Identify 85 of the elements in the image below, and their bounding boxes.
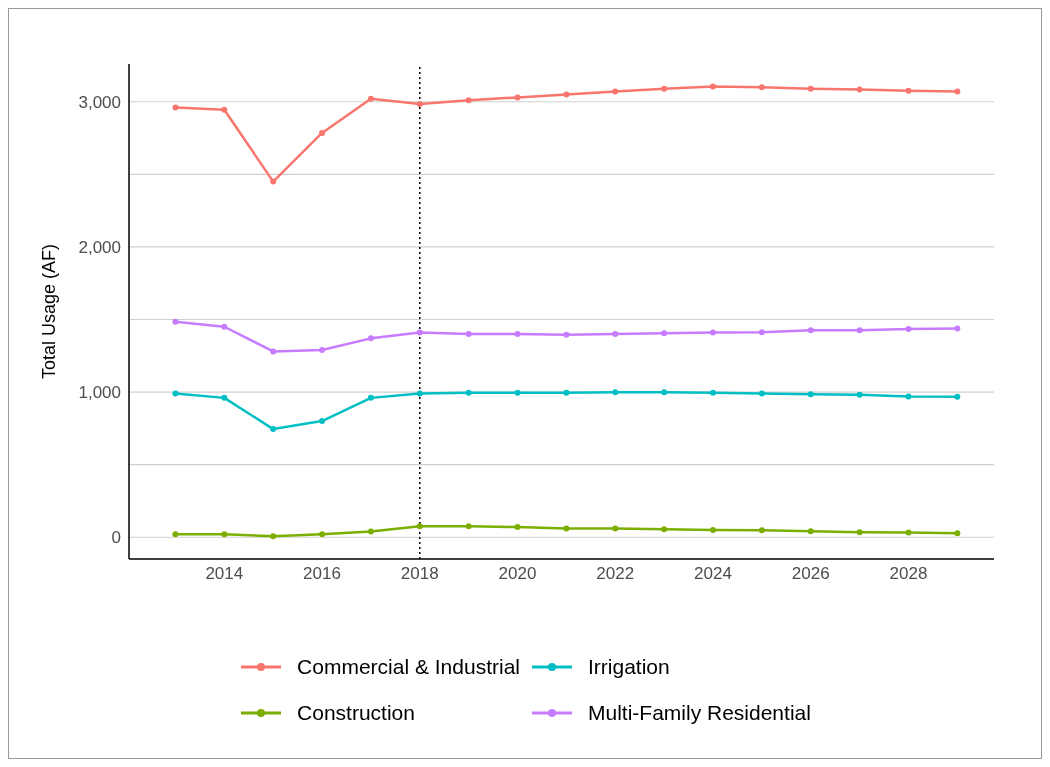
point: [954, 393, 961, 400]
point: [710, 329, 716, 336]
point: [172, 390, 179, 397]
point: [172, 531, 179, 538]
point: [905, 393, 912, 400]
point: [661, 526, 668, 533]
point: [905, 87, 912, 94]
point: [514, 94, 521, 101]
point: [270, 426, 277, 433]
point: [514, 389, 521, 396]
point: [710, 526, 716, 533]
point: [954, 325, 961, 332]
x-tick-label: 2028: [889, 564, 928, 584]
legend-label: Construction: [297, 701, 415, 725]
x-tick-label: 2022: [596, 564, 635, 584]
point: [172, 318, 179, 325]
x-tick-label: 2026: [791, 564, 830, 584]
point: [612, 88, 619, 95]
point: [807, 85, 814, 92]
point: [319, 418, 326, 425]
point: [221, 531, 228, 538]
point: [319, 129, 326, 136]
legend-label: Commercial & Industrial: [297, 655, 520, 679]
x-tick-label: 2014: [205, 564, 244, 584]
point: [465, 331, 472, 337]
point: [661, 330, 668, 337]
point: [416, 390, 423, 397]
legend-label: Irrigation: [588, 655, 670, 679]
point: [856, 529, 863, 536]
point: [661, 85, 668, 92]
point: [319, 346, 326, 353]
point: [367, 394, 374, 401]
x-tick-label: 2024: [694, 564, 732, 584]
point: [807, 391, 814, 398]
point: [270, 348, 277, 355]
y-tick-label: 2,000: [78, 237, 121, 257]
y-tick-label: 1,000: [78, 383, 121, 403]
point: [563, 331, 570, 338]
point: [905, 529, 912, 536]
point: [563, 389, 570, 396]
point: [416, 329, 423, 336]
point: [221, 323, 228, 330]
point: [465, 523, 472, 530]
point: [319, 531, 326, 538]
point: [367, 95, 374, 102]
point: [758, 390, 765, 397]
point: [172, 104, 179, 111]
point: [563, 525, 570, 532]
point: [856, 86, 863, 93]
y-axis-title: Total Usage (AF): [39, 243, 60, 380]
point: [954, 88, 961, 95]
y-tick-label: 0: [111, 528, 121, 548]
x-tick-label: 2016: [303, 564, 341, 584]
point: [710, 389, 716, 396]
point: [221, 106, 228, 113]
point: [758, 527, 765, 534]
point: [856, 327, 863, 334]
point: [367, 335, 374, 342]
point: [514, 524, 521, 531]
x-tick-label: 2018: [400, 564, 439, 584]
point: [612, 525, 619, 532]
point: [514, 331, 521, 337]
point: [612, 389, 619, 396]
point: [856, 391, 863, 398]
point: [270, 178, 277, 185]
point: [221, 394, 228, 401]
point: [954, 530, 961, 537]
point: [465, 389, 472, 396]
point: [416, 100, 423, 107]
point: [270, 533, 277, 540]
point: [758, 84, 765, 91]
point: [416, 523, 423, 530]
point: [612, 331, 619, 337]
point: [710, 83, 716, 90]
point: [807, 528, 814, 535]
y-tick-label: 3,000: [78, 92, 121, 112]
point: [465, 97, 472, 104]
point: [807, 327, 814, 334]
point: [661, 389, 668, 396]
point: [563, 91, 570, 98]
x-tick-label: 2020: [498, 564, 537, 584]
point: [758, 329, 765, 336]
point: [905, 325, 912, 332]
legend-label: Multi-Family Residential: [588, 701, 811, 725]
point: [367, 528, 374, 535]
